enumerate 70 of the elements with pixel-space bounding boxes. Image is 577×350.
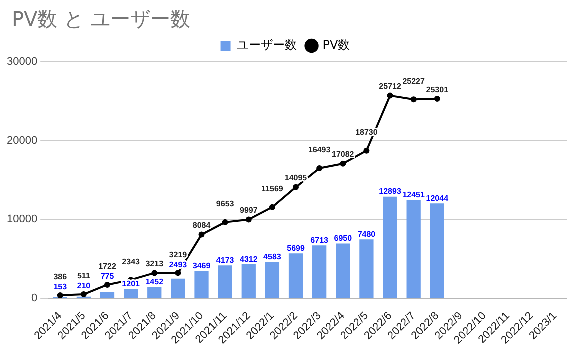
data-label: 5699	[287, 244, 306, 253]
point	[269, 204, 276, 210]
bar	[194, 271, 209, 298]
point	[364, 148, 370, 154]
data-label: 4583	[264, 252, 282, 262]
data-label: 4312	[240, 254, 258, 264]
point	[175, 270, 182, 276]
data-label: 2343	[122, 257, 141, 266]
point	[316, 166, 323, 172]
point	[434, 96, 440, 102]
data-label: 1722	[98, 262, 117, 272]
data-label: 153	[54, 282, 68, 292]
point	[340, 160, 346, 167]
data-label: 4173	[216, 256, 235, 265]
data-label: 386	[54, 272, 68, 282]
point	[222, 219, 228, 226]
data-label: 6950	[334, 234, 353, 243]
bar	[242, 264, 256, 298]
bar	[383, 196, 398, 298]
bar	[360, 240, 374, 298]
data-label: 14095	[284, 174, 308, 183]
bar	[100, 292, 115, 298]
data-label: 17082	[332, 150, 355, 160]
bar	[430, 204, 444, 298]
bar	[288, 254, 304, 298]
bar	[336, 244, 350, 298]
data-label: 9653	[216, 200, 235, 209]
bar	[148, 287, 162, 298]
data-label: 9997	[240, 206, 258, 215]
data-label: 1201	[122, 279, 141, 288]
data-label: 6713	[310, 236, 330, 245]
point	[198, 232, 205, 238]
data-label: 12893	[379, 187, 402, 196]
y-tick-label: 10000	[6, 214, 38, 226]
data-label: 16493	[308, 146, 332, 155]
legend-label: ユーザー数	[236, 38, 297, 52]
point	[152, 270, 158, 276]
data-label: 11569	[262, 184, 284, 194]
bar	[124, 289, 138, 298]
bar	[171, 278, 186, 298]
data-label: 3213	[146, 259, 164, 268]
data-label: 25227	[402, 76, 426, 86]
bar	[265, 262, 280, 298]
chart-title: PV数 と ユーザー数	[12, 6, 190, 33]
data-label: 25301	[426, 85, 450, 94]
data-label: 3469	[192, 261, 212, 270]
data-label: 12044	[426, 194, 450, 203]
data-label: 12451	[402, 190, 426, 200]
bar	[218, 266, 232, 298]
data-label: 8084	[192, 221, 212, 230]
data-label: 775	[100, 272, 115, 282]
point	[80, 292, 87, 298]
bar	[406, 200, 421, 298]
legend-label: PV数	[322, 38, 350, 52]
y-tick-label: 20000	[6, 134, 38, 147]
y-tick-label: 30000	[6, 56, 38, 68]
point	[104, 282, 110, 288]
y-tick-label: 0	[31, 292, 38, 305]
data-label: 3219	[169, 250, 188, 260]
point	[57, 292, 64, 299]
data-label: 25712	[379, 82, 402, 92]
point	[246, 216, 252, 223]
data-label: 210	[77, 282, 92, 291]
data-label: 1452	[146, 277, 164, 286]
point	[387, 92, 394, 99]
data-label: 7480	[358, 230, 376, 239]
bar	[312, 246, 327, 298]
data-label: 511	[77, 272, 91, 281]
point	[293, 184, 300, 190]
point	[410, 96, 417, 103]
